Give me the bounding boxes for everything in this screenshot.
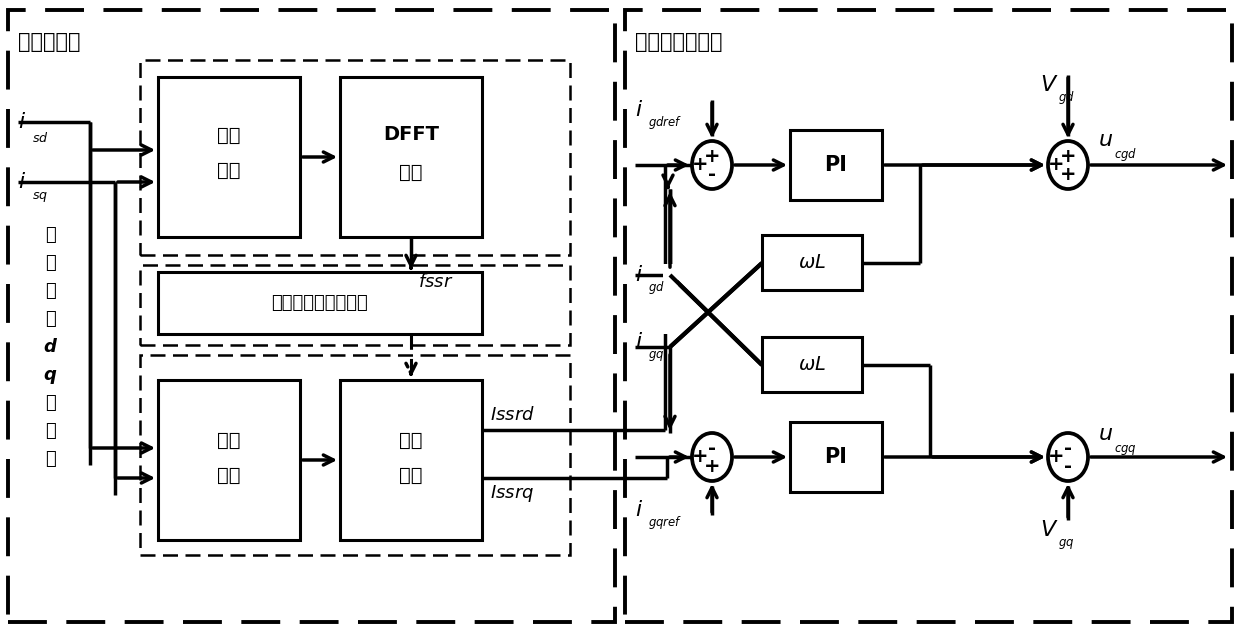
Text: $i$: $i$	[19, 171, 26, 193]
Text: $Issrd$: $Issrd$	[490, 406, 534, 424]
Bar	[140, 355, 570, 555]
Text: +: +	[704, 457, 720, 476]
Text: 输: 输	[45, 422, 56, 440]
Text: +: +	[1060, 164, 1076, 183]
Text: $\omega L$: $\omega L$	[799, 253, 826, 273]
Text: 振荡: 振荡	[217, 430, 241, 449]
Text: 分析: 分析	[399, 163, 423, 181]
Bar	[7, 10, 615, 622]
Ellipse shape	[692, 141, 732, 189]
Bar	[140, 265, 570, 345]
Text: $fssr$: $fssr$	[418, 273, 454, 291]
Text: 分离: 分离	[217, 161, 241, 180]
Text: 子: 子	[45, 254, 56, 272]
Text: $i$: $i$	[635, 499, 644, 521]
Text: $_{gq}$: $_{gq}$	[1058, 534, 1075, 551]
Bar	[140, 60, 570, 255]
Bar	[790, 130, 882, 200]
Text: $u$: $u$	[1097, 129, 1114, 151]
Text: $_{cgd}$: $_{cgd}$	[1114, 146, 1137, 164]
Text: $V$: $V$	[1040, 519, 1059, 541]
Text: 分离: 分离	[217, 466, 241, 484]
Text: $i$: $i$	[635, 264, 644, 286]
Text: $_{gq}$: $_{gq}$	[649, 346, 665, 364]
Text: $i$: $i$	[19, 111, 26, 133]
Text: 流: 流	[45, 310, 56, 328]
Text: $i$: $i$	[635, 331, 644, 353]
Text: 入: 入	[45, 450, 56, 468]
Text: $_{gd}$: $_{gd}$	[649, 279, 665, 297]
Text: $V$: $V$	[1040, 74, 1059, 96]
Text: $_{sq}$: $_{sq}$	[32, 187, 48, 205]
Text: -: -	[708, 440, 715, 459]
Ellipse shape	[1048, 141, 1087, 189]
Bar	[157, 272, 482, 334]
Text: $i$: $i$	[635, 99, 644, 121]
Text: $_{gdref}$: $_{gdref}$	[649, 114, 682, 132]
Bar	[763, 337, 862, 392]
Text: $Issrq$: $Issrq$	[490, 483, 534, 503]
Text: q: q	[43, 366, 57, 384]
Text: +: +	[1048, 154, 1064, 173]
Text: $_{gqref}$: $_{gqref}$	[649, 514, 682, 532]
Bar	[625, 10, 1233, 622]
Text: 参数查表与在线调整: 参数查表与在线调整	[272, 294, 368, 312]
Text: $u$: $u$	[1097, 423, 1114, 445]
Bar	[340, 77, 482, 237]
Text: $\omega L$: $\omega L$	[799, 355, 826, 374]
Bar	[340, 380, 482, 540]
Text: DFFT: DFFT	[383, 125, 439, 144]
Text: 网侧控制原内环: 网侧控制原内环	[635, 32, 723, 52]
Text: +: +	[692, 154, 708, 173]
Text: +: +	[1060, 147, 1076, 166]
Text: 振荡: 振荡	[217, 125, 241, 144]
Text: +: +	[1048, 447, 1064, 466]
Bar	[663, 264, 678, 334]
Text: 校正: 校正	[399, 466, 423, 484]
Text: -: -	[708, 164, 715, 183]
Text: +: +	[704, 147, 720, 166]
Text: PI: PI	[825, 155, 847, 175]
Text: 定: 定	[45, 226, 56, 244]
Text: +: +	[692, 447, 708, 466]
Text: $_{cgq}$: $_{cgq}$	[1114, 440, 1137, 457]
Text: -: -	[1064, 440, 1073, 459]
Text: PI: PI	[825, 447, 847, 467]
Text: 电: 电	[45, 282, 56, 300]
Text: 移相: 移相	[399, 430, 423, 449]
Ellipse shape	[692, 433, 732, 481]
Text: d: d	[43, 338, 57, 356]
Bar	[157, 380, 300, 540]
Text: 值: 值	[45, 394, 56, 412]
Bar	[157, 77, 300, 237]
Text: 网侧控制器: 网侧控制器	[19, 32, 81, 52]
Bar	[790, 422, 882, 492]
Text: $_{sd}$: $_{sd}$	[32, 127, 48, 145]
Text: -: -	[1064, 457, 1073, 476]
Ellipse shape	[1048, 433, 1087, 481]
Text: $_{gd}$: $_{gd}$	[1058, 89, 1075, 106]
Bar	[763, 235, 862, 290]
